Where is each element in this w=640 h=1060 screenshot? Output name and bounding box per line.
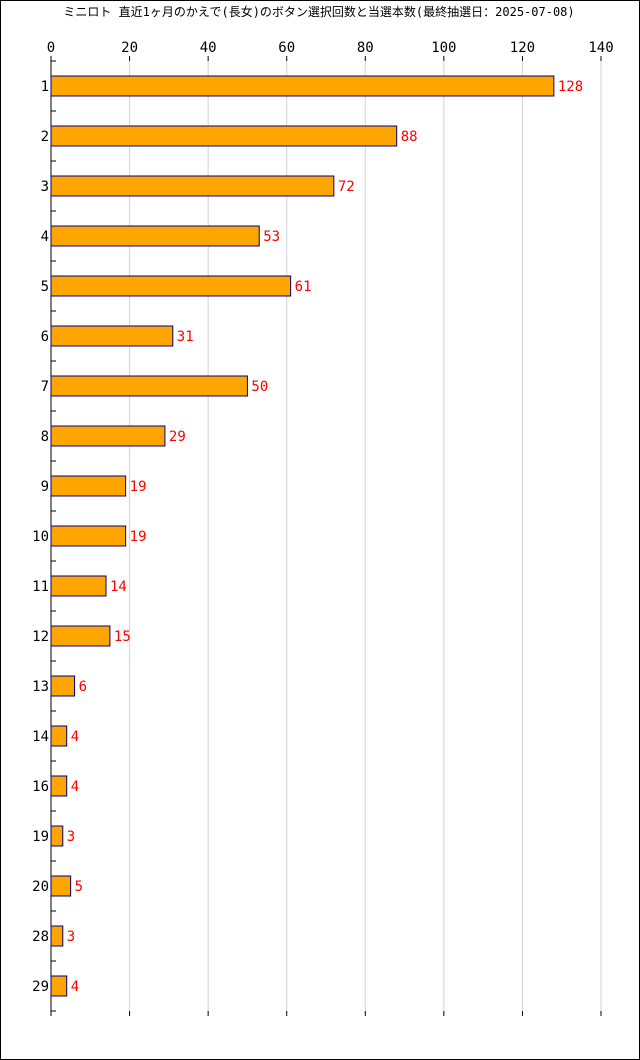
bar <box>50 625 111 647</box>
bar <box>50 175 335 197</box>
y-category-label: 13 <box>32 679 49 695</box>
y-category-label: 11 <box>32 579 49 595</box>
bar <box>50 525 127 547</box>
bar-value-label: 5 <box>75 879 83 895</box>
bar-value-label: 6 <box>79 679 87 695</box>
y-category-label: 10 <box>32 529 49 545</box>
bar-value-label: 14 <box>110 579 127 595</box>
bar <box>50 975 68 997</box>
y-category-label: 1 <box>41 79 49 95</box>
y-category-label: 3 <box>41 179 49 195</box>
y-category-label: 12 <box>32 629 49 645</box>
bar-value-label: 15 <box>114 629 131 645</box>
bar <box>50 125 398 147</box>
x-tick-label: 60 <box>278 40 295 56</box>
bar <box>50 475 127 497</box>
bar-value-label: 19 <box>130 479 147 495</box>
bar-value-label: 50 <box>251 379 268 395</box>
y-category-label: 2 <box>41 129 49 145</box>
x-tick-label: 20 <box>121 40 138 56</box>
y-category-label: 5 <box>41 279 49 295</box>
bar <box>50 375 248 397</box>
bar <box>50 275 292 297</box>
bar-value-label: 53 <box>263 229 280 245</box>
y-category-label: 8 <box>41 429 49 445</box>
x-tick-label: 100 <box>431 40 456 56</box>
bar <box>50 425 166 447</box>
x-tick-label: 80 <box>357 40 374 56</box>
bar-value-label: 19 <box>130 529 147 545</box>
bar <box>50 825 64 847</box>
bar <box>50 75 555 97</box>
bar-value-label: 4 <box>71 729 79 745</box>
y-category-label: 14 <box>32 729 49 745</box>
bar <box>50 775 68 797</box>
chart-title: ミニロト 直近1ヶ月のかえで(長女)のボタン選択回数と当選本数(最終抽選日：20… <box>63 4 574 19</box>
y-category-label: 16 <box>32 779 49 795</box>
y-category-label: 29 <box>32 979 49 995</box>
bar <box>50 925 64 947</box>
bar-value-label: 128 <box>558 79 583 95</box>
y-category-label: 9 <box>41 479 49 495</box>
bar-value-label: 88 <box>401 129 418 145</box>
bar <box>50 675 76 697</box>
y-category-label: 6 <box>41 329 49 345</box>
y-category-label: 7 <box>41 379 49 395</box>
bar-value-label: 3 <box>67 929 75 945</box>
y-category-label: 4 <box>41 229 49 245</box>
grid-lines <box>129 61 602 1011</box>
x-tick-label: 0 <box>47 40 55 56</box>
bar-value-label: 61 <box>295 279 312 295</box>
bar <box>50 225 260 247</box>
x-tick-label: 40 <box>200 40 217 56</box>
x-tick-label: 140 <box>588 40 613 56</box>
bar <box>50 725 68 747</box>
y-category-label: 19 <box>32 829 49 845</box>
bar-value-label: 4 <box>71 779 79 795</box>
y-category-label: 28 <box>32 929 49 945</box>
bar-value-label: 31 <box>177 329 194 345</box>
y-category-label: 20 <box>32 879 49 895</box>
bar <box>50 575 107 597</box>
bar-value-label: 3 <box>67 829 75 845</box>
bar <box>50 875 72 897</box>
x-tick-label: 120 <box>510 40 535 56</box>
bar-value-label: 72 <box>338 179 355 195</box>
bar-value-label: 29 <box>169 429 186 445</box>
bar-value-label: 4 <box>71 979 79 995</box>
bars <box>50 75 555 997</box>
bar <box>50 325 174 347</box>
